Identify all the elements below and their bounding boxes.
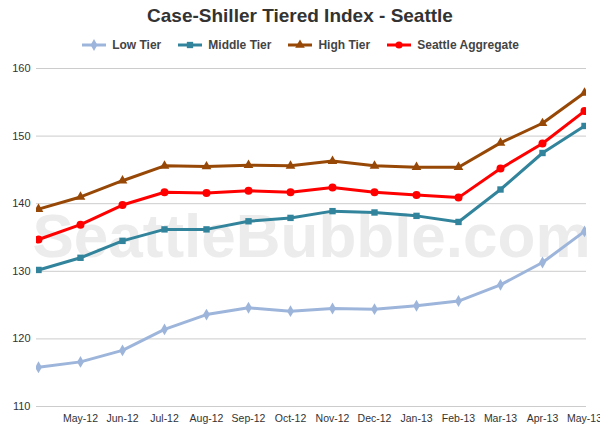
svg-text:110: 110 — [13, 400, 31, 412]
html-text:Low Tier: Low Tier — [112, 38, 162, 52]
svg-text:Jun-12: Jun-12 — [106, 412, 138, 424]
svg-text:Dec-12: Dec-12 — [358, 412, 392, 424]
svg-text:May-13: May-13 — [567, 412, 600, 424]
svg-text:140: 140 — [12, 197, 30, 209]
html-text:Seattle Aggregate: Seattle Aggregate — [417, 38, 519, 52]
svg-text:SeattleBubble.com: SeattleBubble.com — [32, 201, 590, 270]
svg-text:Jan-13: Jan-13 — [400, 412, 432, 424]
html-text:High Tier: High Tier — [318, 38, 371, 52]
html-text:Middle Tier: Middle Tier — [208, 38, 272, 52]
svg-text:150: 150 — [12, 130, 30, 142]
svg-text:Sep-12: Sep-12 — [232, 412, 266, 424]
svg-text:120: 120 — [12, 332, 30, 344]
svg-text:Oct-12: Oct-12 — [275, 412, 307, 424]
svg-text:Nov-12: Nov-12 — [316, 412, 350, 424]
svg-text:Jul-12: Jul-12 — [150, 412, 179, 424]
svg-text:Apr-13: Apr-13 — [527, 412, 559, 424]
svg-text:Aug-12: Aug-12 — [190, 412, 224, 424]
svg-text:Feb-13: Feb-13 — [442, 412, 475, 424]
svg-text:May-12: May-12 — [63, 412, 98, 424]
svg-text:160: 160 — [12, 62, 30, 74]
html-text:Case-Shiller Tiered Index - Se: Case-Shiller Tiered Index - Seattle — [147, 5, 453, 26]
svg-text:130: 130 — [12, 265, 30, 277]
svg-text:Mar-13: Mar-13 — [484, 412, 517, 424]
